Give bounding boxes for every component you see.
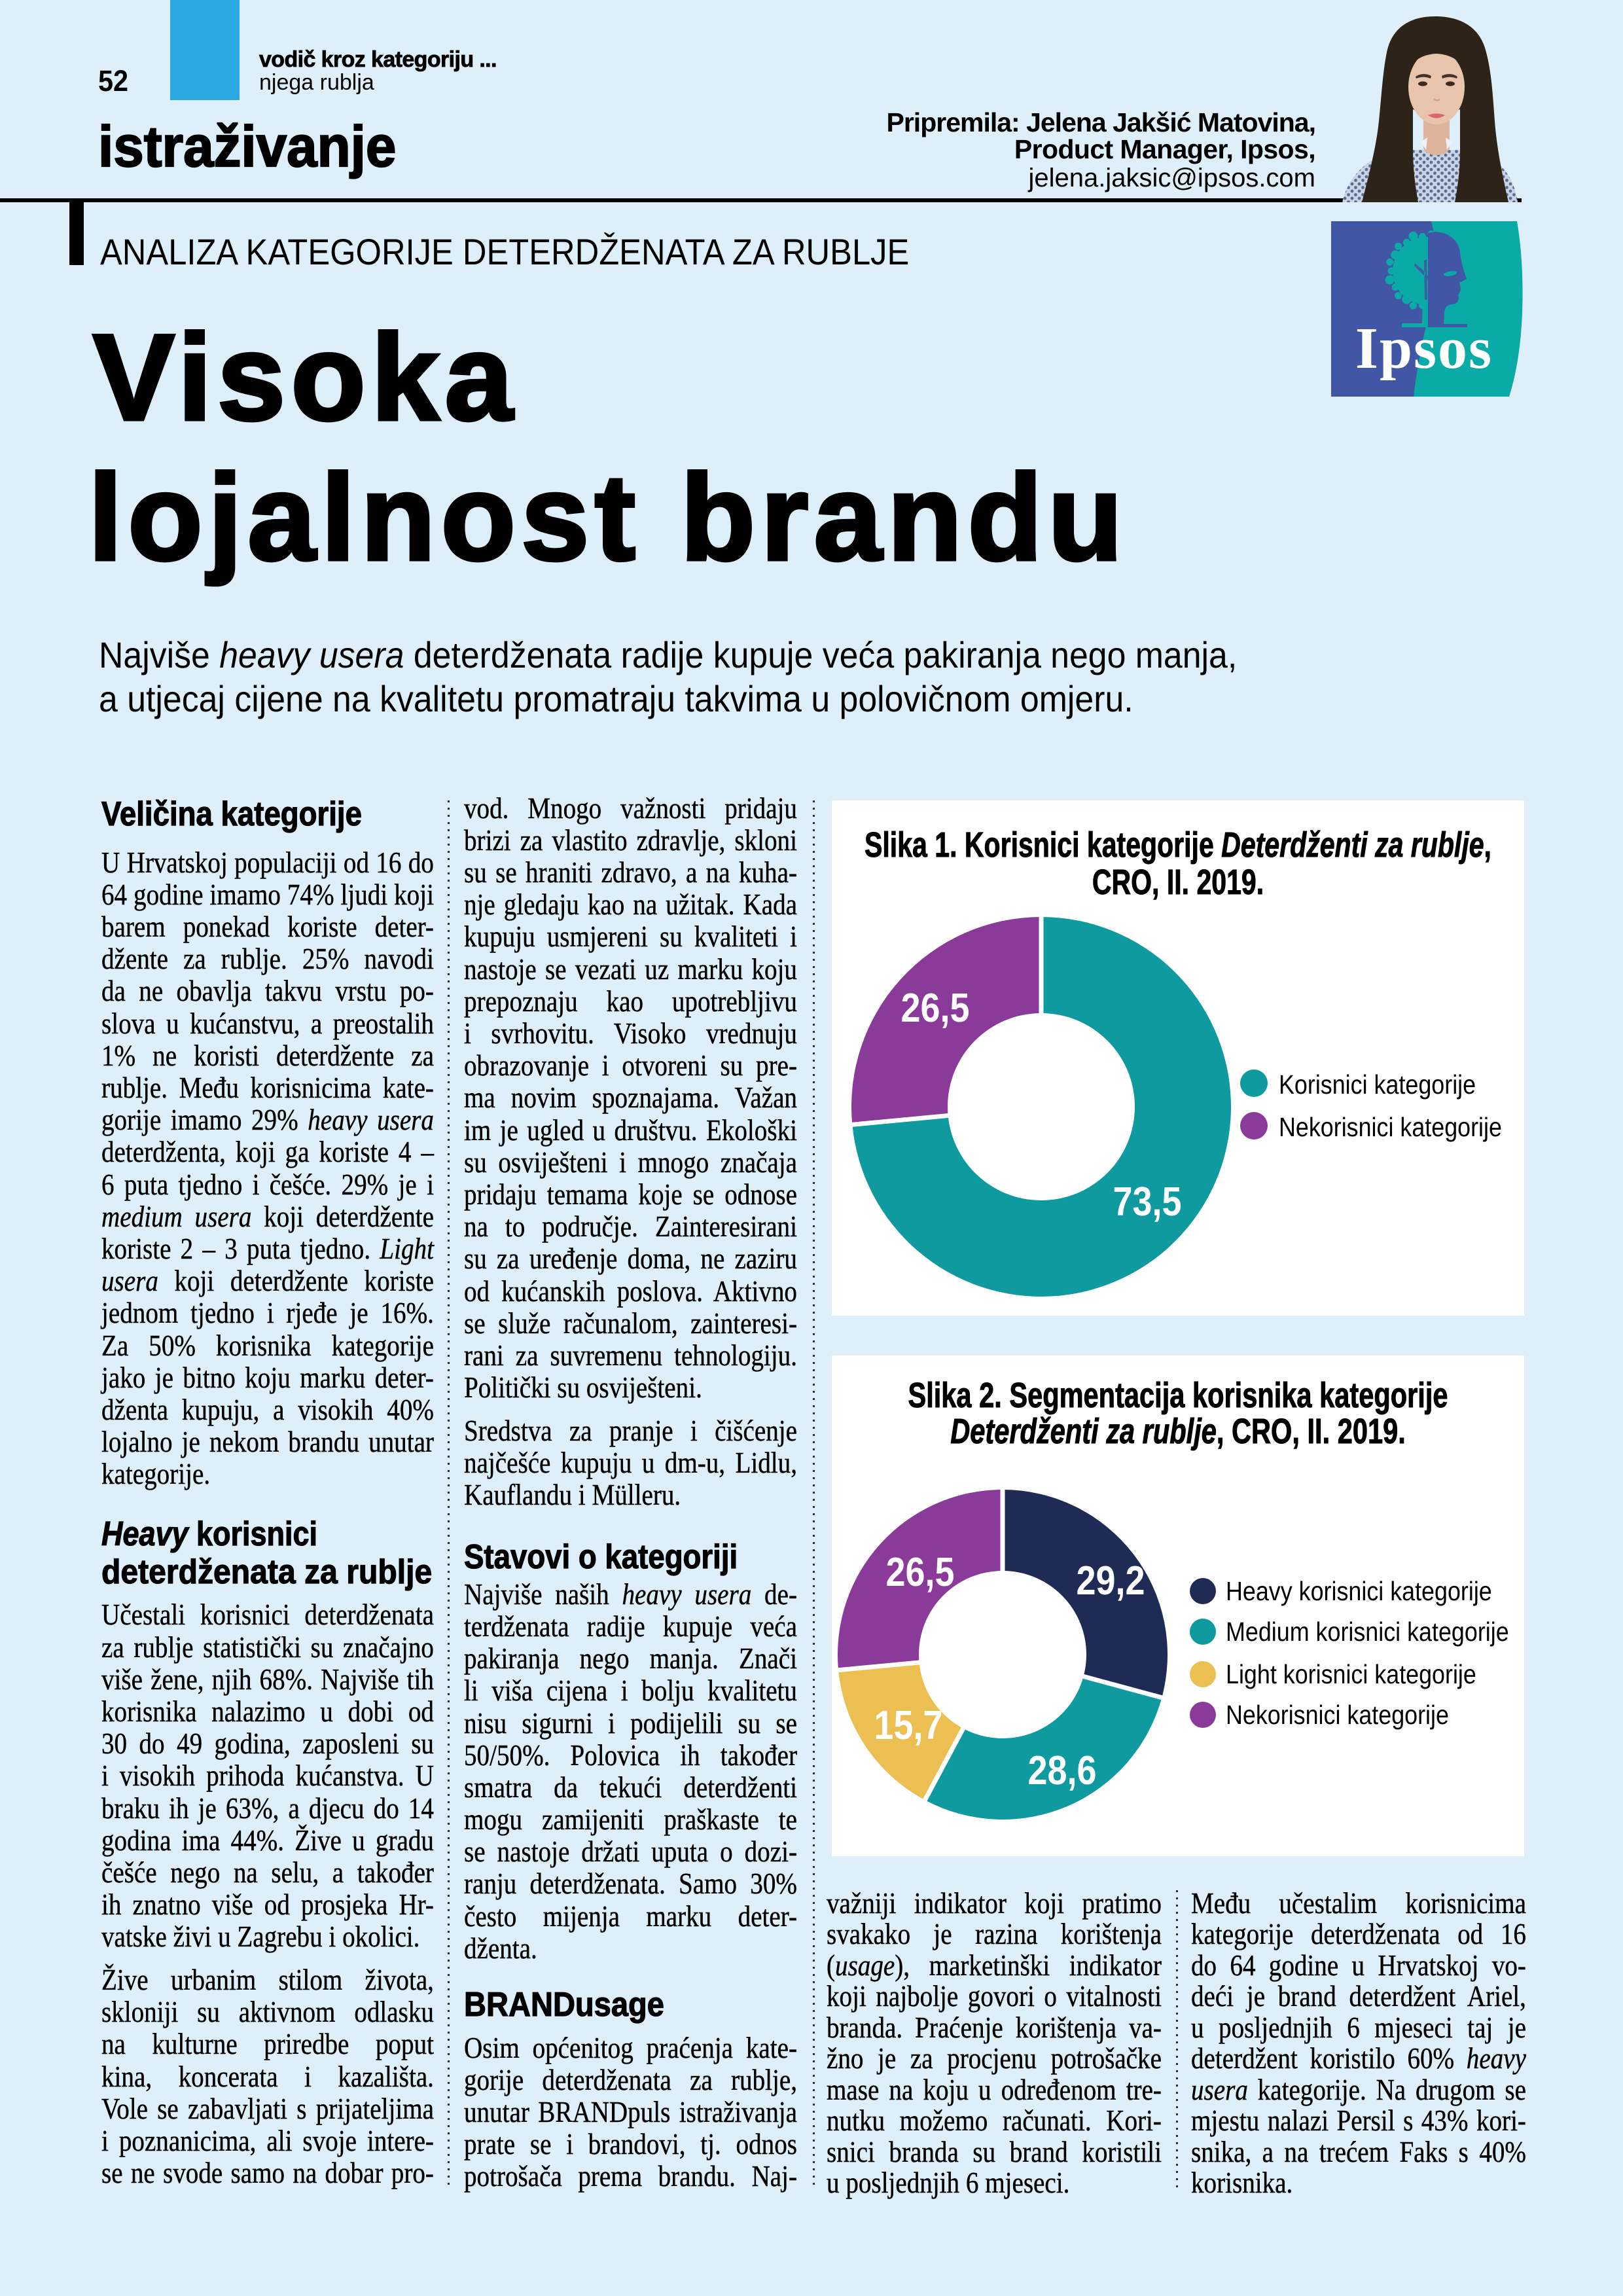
svg-text:Ipsos: Ipsos	[1355, 316, 1493, 381]
